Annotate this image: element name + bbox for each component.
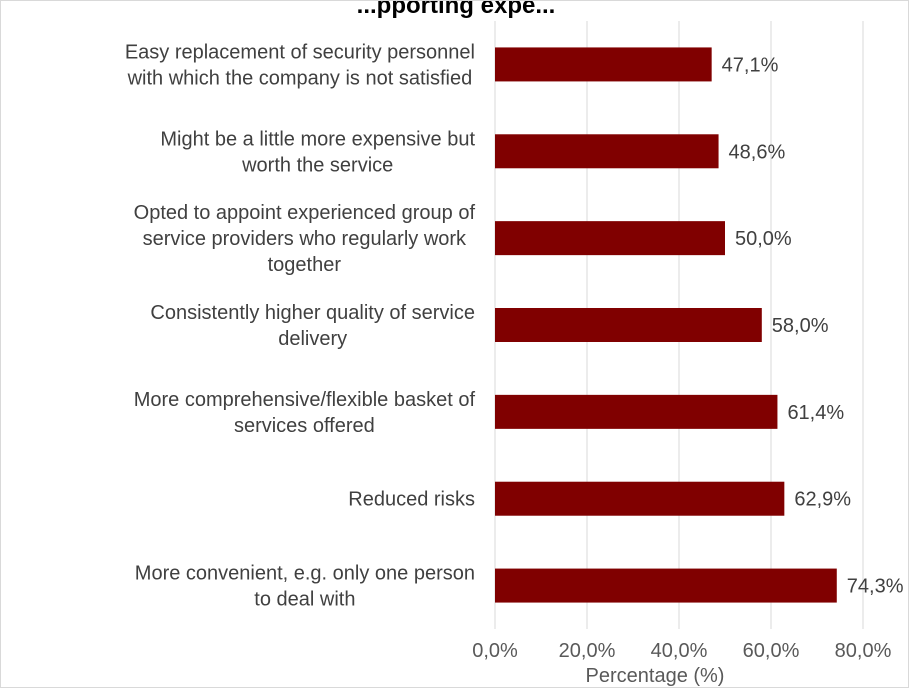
category-label: Opted to appoint experienced group of ser… xyxy=(134,202,476,276)
category-label-line: Easy replacement of security personnel xyxy=(125,41,475,63)
data-label: 50,0% xyxy=(735,228,792,250)
category-label-line: together xyxy=(268,254,342,276)
category-label: Might be a little more expensive but wort… xyxy=(160,128,475,176)
category-label-line: service providers who regularly work xyxy=(143,228,467,250)
x-tick-label: 60,0% xyxy=(743,640,800,662)
category-label-line: worth the service xyxy=(241,154,393,176)
category-label: Reduced risks xyxy=(348,489,475,511)
bar xyxy=(495,47,712,82)
category-label-line: More convenient, e.g. only one person xyxy=(135,563,475,585)
data-label: 58,0% xyxy=(772,315,829,337)
category-label: Consistently higher quality of service de… xyxy=(150,302,475,350)
data-label: 62,9% xyxy=(794,489,851,511)
x-axis-title: Percentage (%) xyxy=(586,665,725,687)
category-label-line: with which the company is not satisfied xyxy=(127,67,473,89)
x-axis-ticks: 0,0% 20,0% 40,0% 60,0% 80,0% xyxy=(472,640,891,662)
category-label-line: More comprehensive/flexible basket of xyxy=(134,389,476,411)
bars xyxy=(495,47,837,603)
data-label: 74,3% xyxy=(847,576,904,598)
bar xyxy=(495,568,837,603)
category-label-line: Opted to appoint experienced group of xyxy=(134,202,476,224)
bar xyxy=(495,394,778,429)
bar xyxy=(495,221,725,256)
data-label: 61,4% xyxy=(787,402,844,424)
data-label: 48,6% xyxy=(729,141,786,163)
category-label-line: Reduced risks xyxy=(348,489,475,511)
category-label-line: Consistently higher quality of service xyxy=(150,302,475,324)
bar xyxy=(495,134,719,169)
x-tick-label: 80,0% xyxy=(835,640,892,662)
category-label-line: Might be a little more expensive but xyxy=(160,128,475,150)
category-label-line: services offered xyxy=(234,415,375,437)
x-tick-label: 0,0% xyxy=(472,640,518,662)
category-label-line: to deal with xyxy=(254,589,355,611)
bar xyxy=(495,308,762,342)
category-labels: Easy replacement of security personnel wi… xyxy=(125,41,476,610)
category-label: Easy replacement of security personnel wi… xyxy=(125,41,475,89)
chart-title: ...pporting expe... xyxy=(357,1,556,19)
x-tick-label: 40,0% xyxy=(651,640,708,662)
value-labels: 47,1% 48,6% 50,0% 58,0% 61,4% 62,9% 74,3% xyxy=(722,54,904,597)
category-label: More convenient, e.g. only one person to … xyxy=(135,563,475,611)
category-label-line: delivery xyxy=(278,328,347,350)
data-label: 47,1% xyxy=(722,54,779,76)
category-label: More comprehensive/flexible basket of ser… xyxy=(134,389,476,437)
bar xyxy=(495,481,785,516)
x-tick-label: 20,0% xyxy=(559,640,616,662)
